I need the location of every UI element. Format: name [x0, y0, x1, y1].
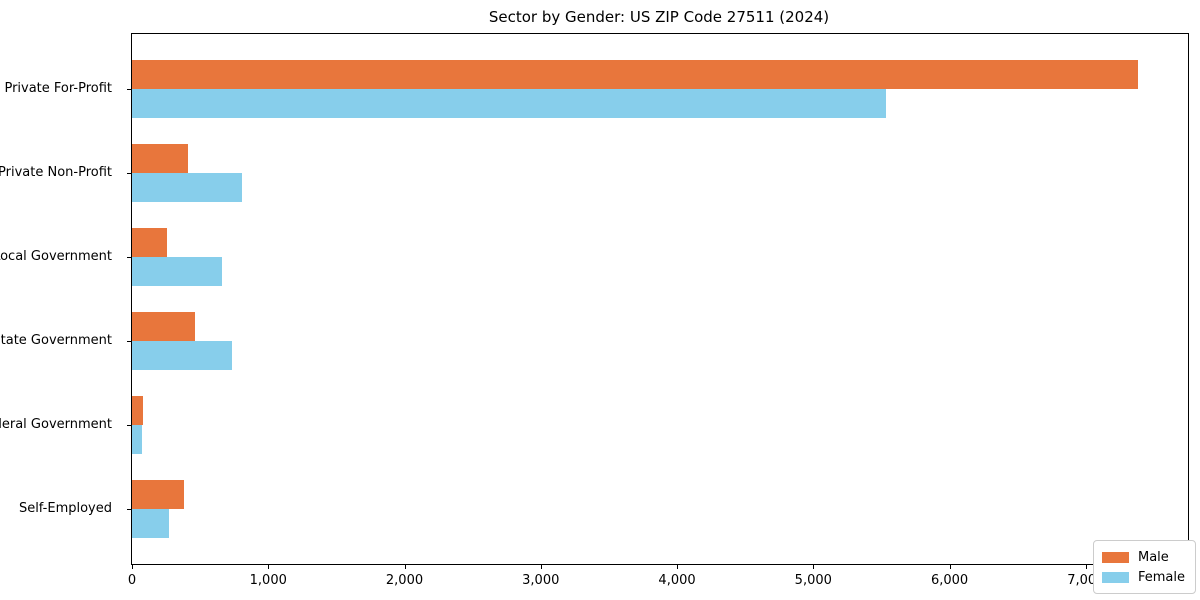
x-tick-label: 0	[127, 573, 137, 588]
y-tick-mark	[127, 89, 131, 90]
y-tick-mark	[127, 509, 131, 510]
x-tick-mark	[677, 565, 679, 569]
x-tick-mark	[949, 565, 951, 569]
bar-male	[132, 60, 1138, 89]
bar-female	[132, 341, 233, 370]
x-tick-label: 3,000	[522, 573, 560, 588]
y-tick-label: Private For-Profit	[4, 81, 112, 96]
x-tick-mark	[1085, 565, 1087, 569]
x-tick-mark	[268, 565, 270, 569]
legend-item: Male	[1101, 547, 1185, 567]
y-tick-mark	[127, 425, 131, 426]
y-tick-label: Private Non-Profit	[0, 165, 112, 180]
bar-female	[132, 257, 222, 286]
x-tick-label: 4,000	[658, 573, 696, 588]
x-tick-label: 6,000	[930, 573, 969, 588]
bar-male	[132, 228, 167, 257]
y-tick-label: State Government	[0, 333, 112, 348]
legend-item: Female	[1101, 567, 1185, 587]
bar-male	[132, 480, 185, 509]
x-tick-label: 5,000	[794, 573, 832, 588]
x-tick-mark	[540, 565, 542, 569]
bar-male	[132, 144, 188, 173]
legend-label: Female	[1137, 569, 1185, 585]
bar-female	[132, 509, 169, 538]
bar-female	[132, 425, 142, 454]
bar-male	[132, 312, 196, 341]
chart-title: Sector by Gender: US ZIP Code 27511 (202…	[488, 8, 830, 26]
y-tick-mark	[127, 341, 131, 342]
plot-area: Private For-Profit Private Non-Profit Loca…	[0, 33, 1189, 588]
y-tick-label: Federal Government	[0, 417, 112, 432]
y-tick-label: Local Government	[0, 249, 112, 264]
x-tick-mark	[132, 565, 133, 569]
x-tick-mark	[813, 565, 815, 569]
y-tick-mark	[127, 257, 131, 258]
bar-female	[132, 89, 886, 118]
legend-swatch-male	[1101, 551, 1129, 563]
y-tick-label: Self-Employed	[18, 501, 112, 516]
x-tick-label: 2,000	[385, 573, 424, 588]
y-tick-mark	[127, 173, 131, 174]
legend-swatch-female	[1101, 571, 1129, 583]
bar-male	[132, 396, 143, 425]
bar-female	[132, 173, 243, 202]
x-tick-mark	[404, 565, 406, 569]
x-tick-label: 1,000	[249, 573, 287, 588]
legend-label: Male	[1137, 549, 1169, 565]
legend: Male Female	[1092, 540, 1196, 594]
